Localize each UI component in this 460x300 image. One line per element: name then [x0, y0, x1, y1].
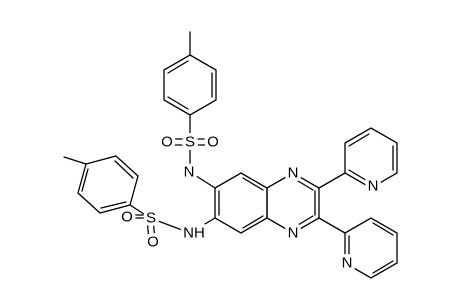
bonds: [63, 31, 398, 279]
bond: [189, 171, 216, 189]
bond: [292, 215, 314, 229]
bond: [81, 168, 89, 192]
bond: [189, 217, 216, 234]
atom-label: O: [207, 134, 219, 151]
bond: [63, 156, 87, 165]
bond: [242, 177, 264, 191]
atom-label: N: [368, 178, 379, 195]
atom-label: NH: [183, 225, 205, 242]
atom-label: N: [288, 165, 299, 182]
atom-label: N: [342, 255, 353, 272]
ring: [344, 217, 398, 279]
bond: [149, 217, 191, 234]
atom-label: N: [184, 164, 195, 181]
atom-label: O: [121, 209, 133, 226]
ring: [214, 172, 268, 234]
bond: [348, 133, 370, 147]
bond: [318, 172, 346, 189]
bond: [372, 260, 394, 274]
ring: [163, 54, 217, 116]
atom-label: N: [288, 225, 299, 242]
atom-label: O: [161, 134, 173, 151]
bond: [348, 169, 370, 183]
bond: [100, 201, 127, 209]
atom-label: S: [146, 210, 156, 227]
bond: [129, 204, 151, 219]
bond: [146, 217, 150, 242]
bond: [167, 60, 189, 74]
ring: [77, 155, 139, 214]
bond: [167, 96, 189, 110]
atom-label: O: [147, 234, 159, 251]
atom-label: S: [185, 134, 195, 151]
bond: [318, 217, 346, 234]
bond: [152, 217, 156, 242]
atom-labels: S O O N S O O NH N N N N: [118, 130, 382, 275]
bond: [242, 215, 264, 229]
bond: [292, 177, 314, 191]
bond: [114, 160, 134, 179]
ring: [344, 127, 398, 189]
bond: [372, 222, 394, 236]
